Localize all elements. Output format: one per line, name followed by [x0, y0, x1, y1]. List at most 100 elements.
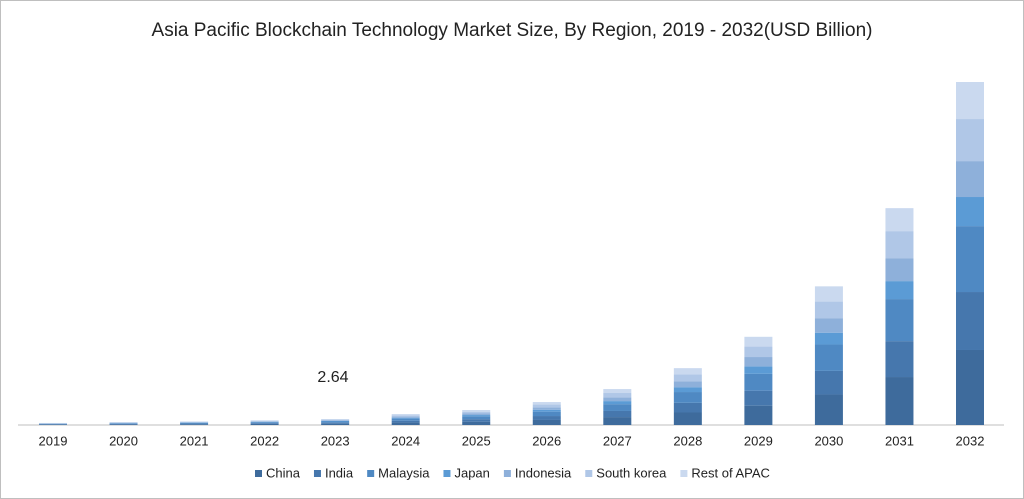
bar-segment [885, 299, 914, 342]
bar-segment [885, 231, 914, 259]
bar-segment [885, 377, 914, 425]
legend-label: Rest of APAC [691, 465, 770, 480]
bar-segment [673, 381, 702, 388]
bar-segment [603, 397, 632, 402]
bar-segment [744, 373, 773, 391]
legend-label: South korea [596, 465, 667, 480]
bar-segment [956, 119, 984, 162]
bar-segment [885, 208, 914, 232]
bar-segment [321, 422, 350, 424]
bar-segment [814, 370, 843, 395]
bar-segment [532, 402, 561, 405]
bar-segment [744, 390, 773, 406]
bar-segment [109, 424, 138, 425]
x-tick-label: 2025 [462, 433, 491, 448]
bar-segment [462, 416, 491, 420]
bar-segment [462, 411, 491, 414]
bar-segment [250, 420, 279, 421]
bar-segment [391, 416, 420, 418]
x-tick-label: 2029 [744, 433, 773, 448]
bar-segment [603, 417, 632, 425]
bar-segment [814, 394, 843, 425]
bar-segment [603, 401, 632, 405]
bar-segment [885, 258, 914, 282]
legend-swatch [503, 470, 511, 477]
legend-label: China [266, 465, 301, 480]
x-tick-label: 2022 [250, 433, 279, 448]
bar-segment [673, 412, 702, 425]
bar-segment [532, 407, 561, 410]
bar-segment [956, 226, 984, 293]
bar-segment [956, 197, 984, 227]
x-tick-label: 2028 [673, 433, 702, 448]
bar-segment [462, 413, 491, 416]
bar-segment [532, 411, 561, 417]
bar-segment [744, 405, 773, 425]
x-tick-label: 2023 [321, 433, 350, 448]
bar-segment [250, 422, 279, 424]
bar-segment [673, 368, 702, 375]
bar-segment [673, 392, 702, 403]
bar-segment [462, 415, 491, 417]
chart-title: Asia Pacific Blockchain Technology Marke… [152, 20, 873, 41]
bar-segment [391, 420, 420, 423]
x-tick-label: 2021 [180, 433, 209, 448]
bar-segment [744, 346, 773, 358]
legend-swatch [255, 470, 262, 477]
x-tick-label: 2024 [391, 433, 420, 448]
bar-segment [532, 404, 561, 408]
legend-swatch [680, 470, 688, 477]
annotation: 2.64 [317, 369, 348, 386]
bar-segment [532, 416, 561, 420]
bar-segment [603, 404, 632, 411]
bar-segment [603, 410, 632, 418]
bar-segment [462, 421, 491, 425]
bar-segment [956, 161, 984, 198]
bar-segment [462, 410, 491, 412]
bar-segment [814, 318, 843, 333]
bar-segment [109, 423, 138, 425]
bar-segment [532, 409, 561, 412]
bar-segment [391, 422, 420, 425]
bar-segment [250, 421, 279, 422]
bar-segment [321, 421, 350, 423]
x-tick-label: 2026 [532, 433, 561, 448]
x-tick-label: 2020 [109, 433, 138, 448]
bar-segment [744, 336, 773, 347]
bar-segment [814, 286, 843, 302]
bar-segment [321, 420, 350, 421]
bar-segment [744, 357, 773, 367]
legend-label: Malaysia [378, 465, 430, 480]
bar-segment [180, 423, 209, 425]
bar-segment [250, 423, 279, 424]
bar-segment [321, 419, 350, 421]
legend-swatch [443, 470, 451, 477]
bar-segment [321, 418, 350, 420]
x-tick-label: 2019 [39, 433, 68, 448]
bar-segment [180, 424, 209, 425]
bar-segment [603, 389, 632, 394]
bar-segment [250, 420, 279, 422]
bar-segment [462, 419, 491, 422]
bar-segment [885, 281, 914, 300]
x-tick-label: 2032 [956, 433, 985, 448]
bar-segment [391, 415, 420, 417]
bar-segment [673, 374, 702, 382]
bar-segment [109, 423, 138, 424]
x-tick-label: 2030 [814, 433, 843, 448]
bar-segment [673, 402, 702, 413]
bar-segment [321, 423, 350, 425]
bar-segment [885, 341, 914, 378]
bar-segment [673, 387, 702, 393]
bar-segment [956, 349, 984, 425]
bar-segment [250, 423, 279, 425]
x-tick-label: 2027 [603, 433, 632, 448]
bar-segment [956, 292, 984, 350]
legend-swatch [313, 470, 321, 477]
bar-segment [391, 418, 420, 421]
legend-label: Japan [454, 465, 489, 480]
bar-segment [814, 301, 843, 319]
legend-label: Indonesia [515, 465, 572, 480]
bar-segment [532, 419, 561, 425]
